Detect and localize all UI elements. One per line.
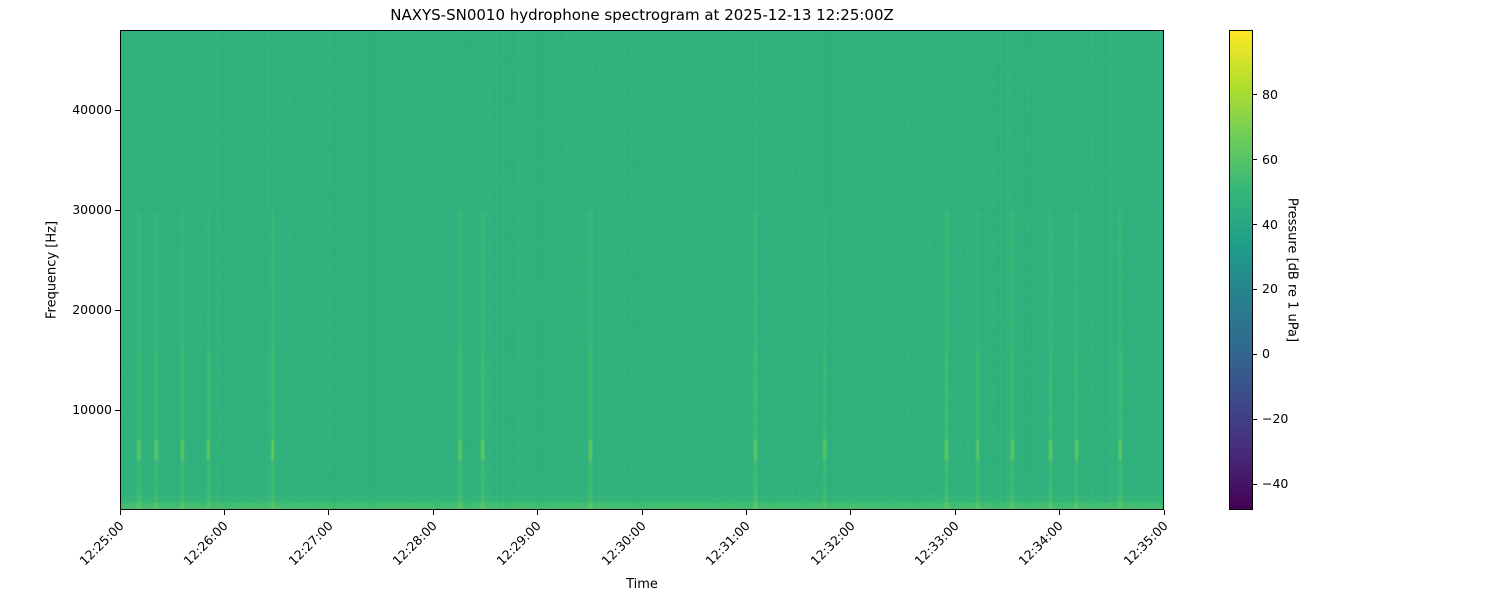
colorbar-tick-label: 60 <box>1262 151 1278 167</box>
x-tick-mark <box>745 510 747 515</box>
x-tick-mark <box>328 510 330 515</box>
colorbar-gradient <box>1230 31 1252 509</box>
x-tick-mark <box>641 510 643 515</box>
x-tick-label: 12:35:00 <box>1120 518 1171 569</box>
x-axis-label: Time <box>626 577 658 592</box>
x-tick-label: 12:26:00 <box>180 518 232 569</box>
x-tick-mark <box>850 510 852 515</box>
colorbar-tick-label: 80 <box>1262 86 1278 102</box>
colorbar-tick-label: 40 <box>1262 216 1278 232</box>
y-tick-mark <box>115 409 120 411</box>
colorbar-tick-label: 20 <box>1262 281 1278 297</box>
x-tick-label: 12:27:00 <box>285 518 336 569</box>
x-tick-mark <box>223 510 225 515</box>
x-tick-label: 12:25:00 <box>76 518 127 569</box>
colorbar-tick-mark <box>1253 159 1257 161</box>
y-tick-mark <box>115 309 120 311</box>
x-tick-mark <box>1059 510 1061 515</box>
y-tick-label: 40000 <box>72 102 112 117</box>
x-tick-mark <box>954 510 956 515</box>
colorbar-tick-mark <box>1253 483 1257 485</box>
y-tick-label: 20000 <box>72 302 112 317</box>
colorbar-tick-label: 0 <box>1262 346 1270 362</box>
x-tick-label: 12:30:00 <box>598 518 649 569</box>
x-tick-mark <box>119 510 121 515</box>
x-tick-label: 12:29:00 <box>493 518 545 569</box>
colorbar <box>1229 30 1253 510</box>
colorbar-tick-mark <box>1253 288 1257 290</box>
x-tick-label: 12:34:00 <box>1015 518 1067 569</box>
x-tick-label: 12:33:00 <box>911 518 962 569</box>
chart-title: NAXYS-SN0010 hydrophone spectrogram at 2… <box>390 6 894 24</box>
colorbar-tick-mark <box>1253 94 1257 96</box>
colorbar-tick-mark <box>1253 224 1257 226</box>
colorbar-tick-label: −20 <box>1262 411 1289 427</box>
y-tick-label: 10000 <box>72 402 112 417</box>
colorbar-label: Pressure [dB re 1 uPa] <box>1284 197 1300 343</box>
y-axis-label: Frequency [Hz] <box>44 220 60 320</box>
y-tick-mark <box>115 109 120 111</box>
y-tick-label: 30000 <box>72 202 112 217</box>
x-tick-mark <box>1163 510 1165 515</box>
colorbar-tick-mark <box>1253 418 1257 420</box>
y-tick-mark <box>115 209 120 211</box>
x-tick-mark <box>537 510 539 515</box>
x-tick-mark <box>432 510 434 515</box>
spectrogram-heatmap <box>121 31 1163 509</box>
colorbar-tick-label: −40 <box>1262 476 1289 492</box>
plot-area <box>120 30 1164 510</box>
x-tick-label: 12:32:00 <box>807 518 858 569</box>
x-tick-label: 12:28:00 <box>389 518 440 569</box>
colorbar-tick-mark <box>1253 353 1257 355</box>
x-tick-label: 12:31:00 <box>702 518 754 569</box>
